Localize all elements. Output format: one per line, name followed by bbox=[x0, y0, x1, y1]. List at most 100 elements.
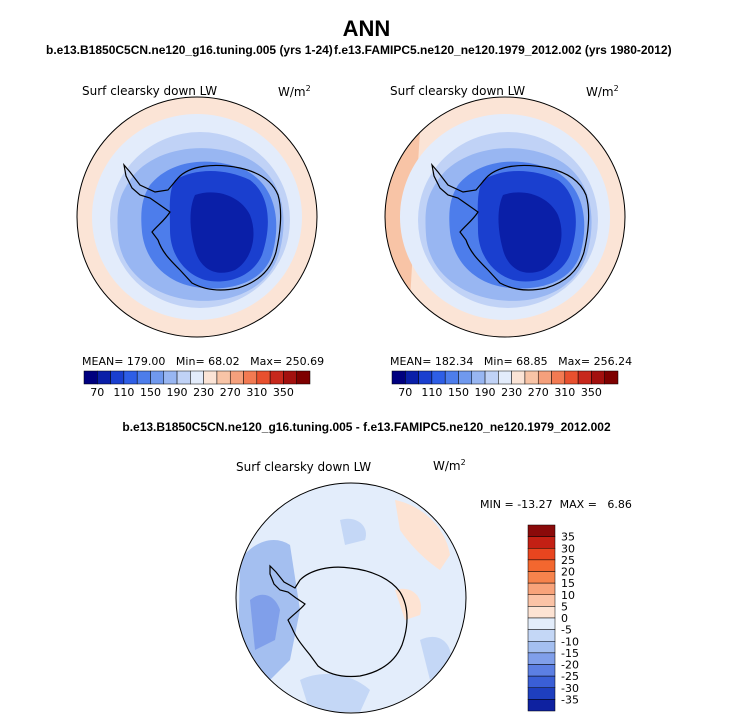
diff-title: b.e13.B1850C5CN.ne120_g16.tuning.005 - f… bbox=[122, 420, 611, 434]
panel1-colorbar-cell bbox=[97, 370, 111, 385]
page-title: ANN bbox=[342, 16, 391, 41]
diff-colorbar-tick-label: 35 bbox=[561, 531, 575, 544]
panel1-colorbar-cell bbox=[269, 370, 284, 385]
diff-colorbar-cell bbox=[527, 524, 556, 537]
diff-colorbar-tick-label: 30 bbox=[561, 542, 575, 555]
panel1-colorbar-cell bbox=[150, 370, 165, 385]
panel2-colorbar-cell bbox=[537, 370, 552, 385]
panel1-map bbox=[76, 96, 318, 338]
diff-colorbar-cell bbox=[527, 559, 556, 572]
panel2-colorbar-cell bbox=[604, 370, 619, 385]
panel1-colorbar-cell bbox=[203, 370, 218, 385]
panel1-colorbar-cell bbox=[190, 370, 204, 385]
panel3-variable-label: Surf clearsky down LW bbox=[236, 460, 372, 474]
diff-colorbar-tick-label: -20 bbox=[561, 659, 579, 672]
diff-colorbar-tick-label: -35 bbox=[561, 693, 579, 706]
panel1-colorbar-cell bbox=[83, 370, 98, 385]
panel1-colorbar-cell bbox=[110, 370, 125, 385]
panel2-units-label: W/m2 bbox=[586, 84, 619, 99]
panel2-colorbar-cell bbox=[431, 370, 446, 385]
panel1-colorbar-cell bbox=[243, 370, 258, 385]
panel2-colorbar-cell bbox=[471, 370, 486, 385]
diff-colorbar-cell bbox=[527, 606, 556, 619]
diff-colorbar-cell bbox=[527, 687, 556, 700]
panel1-colorbar-tick-label: 350 bbox=[273, 386, 294, 399]
panel2-colorbar-tick-label: 150 bbox=[448, 386, 469, 399]
panel3-units-label: W/m2 bbox=[433, 458, 466, 473]
case2-title: f.e13.FAMIPC5.ne120_ne120.1979_2012.002 … bbox=[334, 43, 672, 57]
panel2-colorbar-cell bbox=[484, 370, 499, 385]
panel3-map bbox=[235, 482, 467, 714]
panel2-stats: MEAN= 182.34 Min= 68.85 Max= 256.24 bbox=[390, 355, 633, 368]
diff-colorbar-tick-label: 0 bbox=[561, 612, 568, 625]
diff-colorbar-cell bbox=[527, 652, 556, 665]
panel2-colorbar-cell bbox=[524, 370, 539, 385]
panel1-colorbar-cell bbox=[163, 370, 178, 385]
diff-colorbar-tick-label: 20 bbox=[561, 566, 575, 579]
diff-colorbar-cell bbox=[527, 548, 556, 561]
panel2-colorbar-cell bbox=[551, 370, 566, 385]
diff-colorbar-tick-label: 15 bbox=[561, 577, 575, 590]
diff-colorbar-cell bbox=[527, 536, 556, 549]
panel1-colorbar-cell bbox=[216, 370, 231, 385]
panel1-colorbar-tick-label: 270 bbox=[220, 386, 241, 399]
panel1-colorbar-cell bbox=[176, 370, 191, 385]
panel1-colorbar-cell bbox=[229, 370, 244, 385]
panel2-colorbar-cell bbox=[591, 370, 605, 385]
diff-colorbar-tick-label: -30 bbox=[561, 682, 579, 695]
panel1-colorbar-cell bbox=[296, 370, 311, 385]
panel2-map bbox=[384, 96, 626, 338]
panel1-colorbar: 70 110 150 190 230 270 310 350 bbox=[83, 370, 311, 399]
panel2-colorbar-cell bbox=[391, 370, 406, 385]
panel1-colorbar-cell bbox=[283, 370, 297, 385]
panel1-units-label: W/m2 bbox=[278, 84, 311, 99]
diff-colorbar-cell bbox=[527, 699, 556, 712]
diff-colorbar-cell bbox=[527, 641, 556, 654]
panel2-colorbar-tick-label: 110 bbox=[421, 386, 442, 399]
panel2-colorbar-cell bbox=[418, 370, 433, 385]
panel2-colorbar-tick-label: 350 bbox=[581, 386, 602, 399]
diff-colorbar-tick-label: -25 bbox=[561, 670, 579, 683]
diff-colorbar-cell bbox=[527, 582, 556, 595]
panel2-colorbar-cell bbox=[444, 370, 459, 385]
diff-colorbar-tick-label: -15 bbox=[561, 647, 579, 660]
panel1-colorbar-tick-label: 230 bbox=[193, 386, 214, 399]
panel2-colorbar-cell bbox=[405, 370, 419, 385]
panel3-stats: MIN = -13.27 MAX = 6.86 bbox=[480, 498, 632, 511]
diff-colorbar-tick-label: -5 bbox=[561, 624, 572, 637]
panel2-colorbar-cell bbox=[458, 370, 473, 385]
panel2-colorbar-cell bbox=[498, 370, 512, 385]
diff-colorbar-tick-label: 10 bbox=[561, 589, 575, 602]
diff-colorbar-tick-label: -10 bbox=[561, 635, 579, 648]
panel2-colorbar: 70 110 150 190 230 270 310 350 bbox=[391, 370, 619, 399]
panel1-stats: MEAN= 179.00 Min= 68.02 Max= 250.69 bbox=[82, 355, 325, 368]
panel1-colorbar-tick-label: 150 bbox=[140, 386, 161, 399]
panel2-colorbar-tick-label: 190 bbox=[475, 386, 496, 399]
panel2-colorbar-tick-label: 310 bbox=[554, 386, 575, 399]
panel2-variable-label: Surf clearsky down LW bbox=[390, 84, 526, 98]
panel1-colorbar-cell bbox=[136, 370, 151, 385]
diff-colorbar-tick-label: 5 bbox=[561, 600, 568, 613]
diff-colorbar-cell bbox=[527, 675, 556, 688]
diff-colorbar-cell bbox=[527, 629, 556, 642]
panel2-colorbar-cell bbox=[564, 370, 579, 385]
panel2-colorbar-cell bbox=[511, 370, 526, 385]
panel1-colorbar-tick-label: 110 bbox=[113, 386, 134, 399]
panel2-colorbar-tick-label: 230 bbox=[501, 386, 522, 399]
panel1-colorbar-cell bbox=[256, 370, 271, 385]
panel2-colorbar-cell bbox=[577, 370, 592, 385]
panel1-colorbar-cell bbox=[123, 370, 138, 385]
diff-colorbar-cell bbox=[527, 664, 556, 677]
panel2-colorbar-tick-label: 270 bbox=[528, 386, 549, 399]
case1-title: b.e13.B1850C5CN.ne120_g16.tuning.005 (yr… bbox=[46, 43, 333, 57]
diff-colorbar-cell bbox=[527, 571, 556, 584]
diff-colorbar-tick-label: 25 bbox=[561, 554, 575, 567]
panel1-colorbar-tick-label: 310 bbox=[246, 386, 267, 399]
panel2-colorbar-tick-label: 70 bbox=[398, 386, 412, 399]
diff-colorbar-cell bbox=[527, 594, 556, 607]
panel1-colorbar-tick-label: 190 bbox=[167, 386, 188, 399]
panel1-colorbar-tick-label: 70 bbox=[90, 386, 104, 399]
panel1-variable-label: Surf clearsky down LW bbox=[82, 84, 218, 98]
